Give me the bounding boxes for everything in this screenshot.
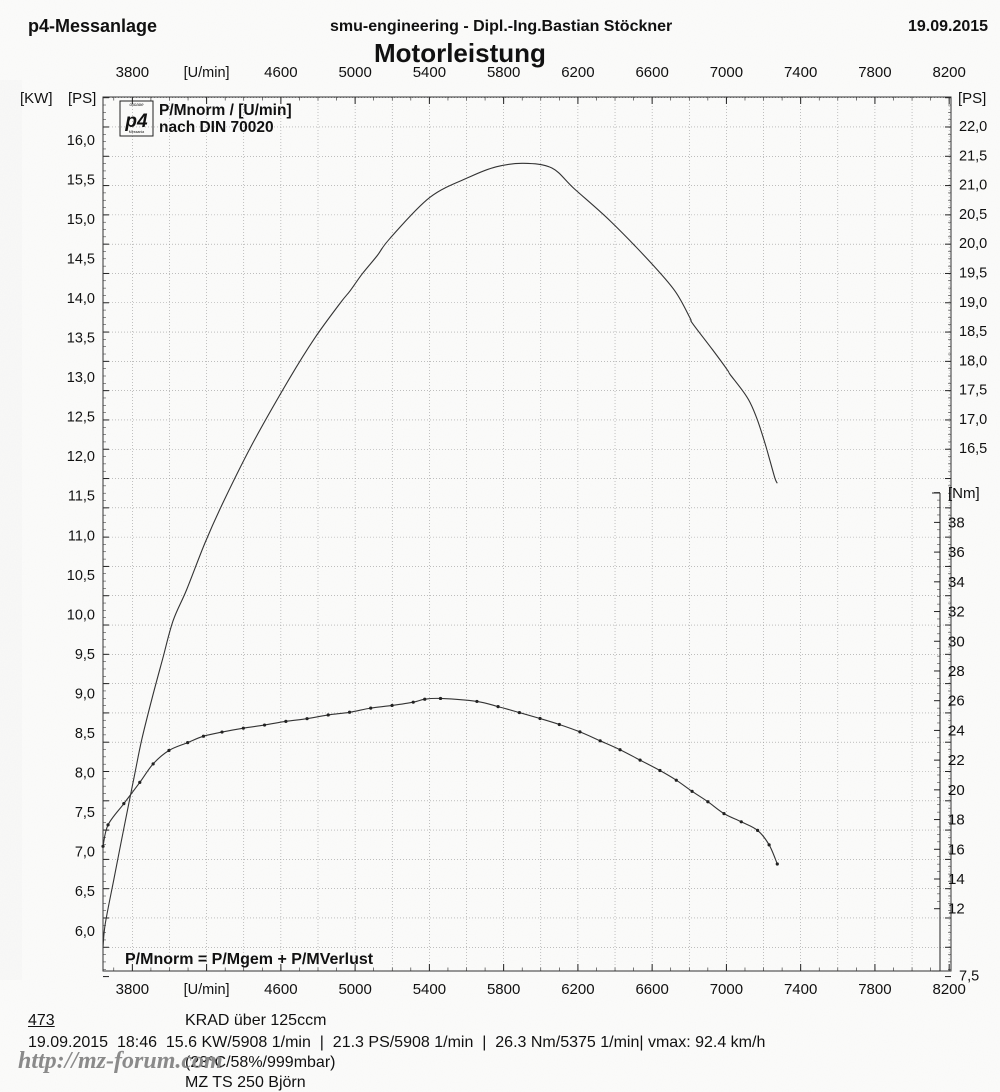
- svg-text:7,5: 7,5: [75, 805, 95, 821]
- svg-text:7800: 7800: [858, 981, 891, 998]
- svg-text:7000: 7000: [710, 64, 743, 81]
- svg-text:7000: 7000: [710, 981, 743, 998]
- svg-text:8200: 8200: [932, 64, 965, 81]
- svg-text:17,5: 17,5: [959, 383, 987, 399]
- svg-text:14,5: 14,5: [67, 251, 95, 267]
- svg-text:28: 28: [948, 663, 965, 680]
- svg-text:22,0: 22,0: [959, 119, 987, 135]
- svg-text:26: 26: [948, 693, 965, 710]
- svg-text:14,0: 14,0: [67, 291, 95, 307]
- svg-text:[PS]: [PS]: [68, 90, 96, 107]
- svg-text:[PS]: [PS]: [958, 90, 986, 107]
- svg-text:19,5: 19,5: [959, 265, 987, 281]
- svg-text:18,5: 18,5: [959, 324, 987, 340]
- svg-text:5000: 5000: [338, 981, 371, 998]
- svg-text:P/Mnorm / [U/min]: P/Mnorm / [U/min]: [159, 102, 292, 119]
- svg-text:21,0: 21,0: [959, 178, 987, 194]
- svg-text:24: 24: [948, 722, 965, 739]
- svg-text:4600: 4600: [264, 64, 297, 81]
- svg-text:p4: p4: [124, 111, 148, 132]
- svg-text:21,5: 21,5: [959, 148, 987, 164]
- svg-text:5800: 5800: [487, 64, 520, 81]
- svg-text:6,5: 6,5: [75, 884, 95, 900]
- svg-text:16: 16: [948, 841, 965, 858]
- svg-text:5000: 5000: [338, 64, 371, 81]
- svg-text:nach DIN 70020: nach DIN 70020: [159, 119, 274, 136]
- svg-text:9,0: 9,0: [75, 686, 95, 702]
- svg-text:12,0: 12,0: [67, 449, 95, 465]
- svg-text:8,5: 8,5: [75, 726, 95, 742]
- svg-text:Messania: Messania: [129, 130, 144, 134]
- svg-text:9,5: 9,5: [75, 647, 95, 663]
- svg-text:P/Mnorm = P/Mgem + P/MVerlust: P/Mnorm = P/Mgem + P/MVerlust: [125, 951, 374, 968]
- svg-text:22: 22: [948, 752, 965, 769]
- svg-text:13,0: 13,0: [67, 370, 95, 386]
- svg-text:oxoaoe: oxoaoe: [129, 102, 144, 107]
- svg-text:18: 18: [948, 812, 965, 829]
- svg-text:7400: 7400: [784, 64, 817, 81]
- svg-text:[U/min]: [U/min]: [184, 65, 230, 81]
- svg-text:15,5: 15,5: [67, 172, 95, 188]
- svg-text:[KW]: [KW]: [20, 90, 53, 107]
- svg-text:38: 38: [948, 514, 965, 531]
- svg-text:11,0: 11,0: [68, 528, 95, 544]
- svg-text:34: 34: [948, 574, 965, 591]
- svg-text:20: 20: [948, 782, 965, 799]
- svg-text:12: 12: [948, 901, 965, 918]
- svg-text:32: 32: [948, 604, 965, 621]
- svg-text:6600: 6600: [635, 64, 668, 81]
- svg-text:6600: 6600: [635, 981, 668, 998]
- svg-text:8,0: 8,0: [75, 766, 95, 782]
- svg-text:7400: 7400: [784, 981, 817, 998]
- svg-text:5400: 5400: [413, 64, 446, 81]
- svg-text:10,0: 10,0: [67, 607, 95, 623]
- svg-text:[Nm]: [Nm]: [948, 485, 980, 502]
- svg-text:16,0: 16,0: [67, 133, 95, 149]
- svg-text:16,5: 16,5: [959, 441, 987, 457]
- svg-text:12,5: 12,5: [67, 410, 95, 426]
- svg-text:5800: 5800: [487, 981, 520, 998]
- svg-text:17,0: 17,0: [959, 412, 987, 428]
- svg-text:[U/min]: [U/min]: [184, 982, 230, 998]
- svg-text:6,0: 6,0: [75, 924, 95, 940]
- svg-text:5400: 5400: [413, 981, 446, 998]
- svg-text:20,5: 20,5: [959, 207, 987, 223]
- svg-text:20,0: 20,0: [959, 236, 987, 252]
- svg-text:11,5: 11,5: [68, 489, 95, 505]
- svg-text:19,0: 19,0: [959, 295, 987, 311]
- svg-text:4600: 4600: [264, 981, 297, 998]
- svg-text:36: 36: [948, 544, 965, 561]
- svg-text:13,5: 13,5: [67, 331, 95, 347]
- svg-text:3800: 3800: [116, 981, 149, 998]
- svg-text:7800: 7800: [858, 64, 891, 81]
- svg-text:3800: 3800: [116, 64, 149, 81]
- svg-text:30: 30: [948, 633, 965, 650]
- svg-text:18,0: 18,0: [959, 353, 987, 369]
- svg-text:14: 14: [948, 871, 965, 888]
- svg-text:10,5: 10,5: [67, 568, 95, 584]
- svg-text:15,0: 15,0: [67, 212, 95, 228]
- svg-text:6200: 6200: [561, 981, 594, 998]
- svg-text:7,5: 7,5: [959, 969, 979, 985]
- svg-text:6200: 6200: [561, 64, 594, 81]
- svg-text:7,0: 7,0: [75, 845, 95, 861]
